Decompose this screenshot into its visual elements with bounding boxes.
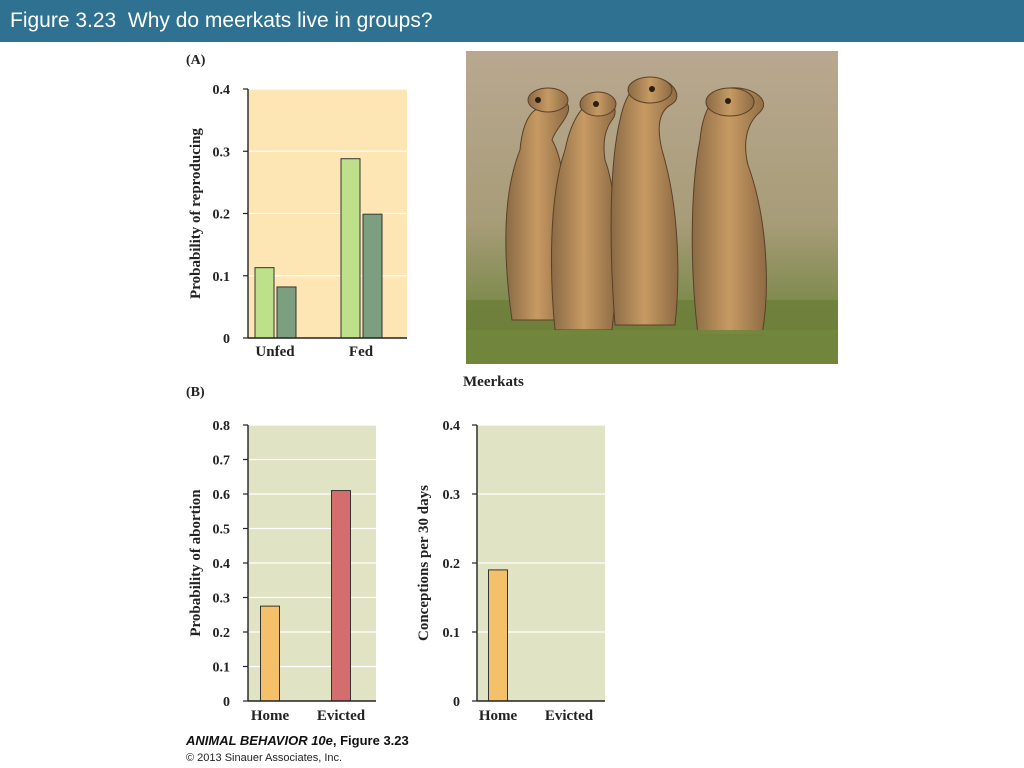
y-tick-label: 0 bbox=[453, 695, 460, 710]
bar bbox=[260, 605, 280, 702]
panel-a-label: (A) bbox=[186, 53, 206, 68]
copyright: © 2013 Sinauer Associates, Inc. bbox=[186, 752, 343, 764]
chart-b-conceptions: 0 0.1 0.2 0.3 0.4 Home Evicted Conceptions per … bbox=[416, 419, 605, 724]
x-category-label: Fed bbox=[349, 344, 374, 360]
photo-caption: Meerkats bbox=[463, 374, 524, 390]
bar bbox=[362, 213, 383, 339]
x-category-label: Home bbox=[479, 708, 518, 724]
x-category-label: Home bbox=[251, 708, 290, 724]
y-tick-label: 0.5 bbox=[213, 523, 231, 538]
bar bbox=[340, 158, 361, 339]
y-tick-label: 0.7 bbox=[213, 454, 231, 469]
bar bbox=[488, 569, 508, 702]
meerkats-photo bbox=[466, 51, 838, 364]
y-tick-label: 0 bbox=[223, 332, 230, 347]
y-tick-label: 0 bbox=[223, 695, 230, 710]
y-tick-label: 0.8 bbox=[213, 419, 231, 434]
credit-figure: , Figure 3.23 bbox=[332, 733, 409, 748]
y-axis-title: Probability of abortion bbox=[188, 489, 204, 637]
panel-b-label: (B) bbox=[186, 385, 205, 400]
y-axis-title: Probability of reproducing bbox=[188, 128, 204, 299]
y-tick-label: 0.3 bbox=[213, 145, 231, 160]
y-tick-label: 0.1 bbox=[213, 270, 231, 285]
x-category-label: Unfed bbox=[255, 344, 295, 360]
bar bbox=[331, 490, 351, 702]
y-tick-label: 0.3 bbox=[213, 592, 231, 607]
y-tick-label: 0.2 bbox=[443, 557, 461, 572]
y-tick-label: 0.6 bbox=[213, 488, 231, 503]
y-tick-label: 0.1 bbox=[443, 626, 461, 641]
credit-line: ANIMAL BEHAVIOR 10e, Figure 3.23 bbox=[186, 733, 409, 748]
x-category-label: Evicted bbox=[317, 708, 366, 724]
y-tick-label: 0.4 bbox=[213, 557, 231, 572]
y-tick-label: 0.3 bbox=[443, 488, 461, 503]
slide-title: Figure 3.23 Why do meerkats live in grou… bbox=[10, 9, 433, 32]
y-axis-title: Conceptions per 30 days bbox=[416, 485, 432, 641]
bar bbox=[254, 267, 275, 339]
y-tick-label: 0.4 bbox=[213, 83, 231, 98]
bar bbox=[276, 286, 297, 339]
chart-a-reproduction: 0 0.1 0.2 0.3 0.4 Unfed Fed Probability of repr… bbox=[188, 83, 407, 360]
y-tick-label: 0.4 bbox=[443, 419, 461, 434]
x-category-label: Evicted bbox=[545, 708, 594, 724]
y-tick-label: 0.1 bbox=[213, 661, 231, 676]
credit-book: ANIMAL BEHAVIOR 10e bbox=[186, 733, 333, 748]
chart-b-abortion: 0 0.1 0.2 0.3 0.4 0.5 0.6 0.7 0.8 Home Evicted Prob… bbox=[188, 419, 376, 724]
y-tick-label: 0.2 bbox=[213, 208, 231, 223]
y-tick-label: 0.2 bbox=[213, 626, 231, 641]
title-bar: Figure 3.23 Why do meerkats live in grou… bbox=[0, 0, 1024, 42]
